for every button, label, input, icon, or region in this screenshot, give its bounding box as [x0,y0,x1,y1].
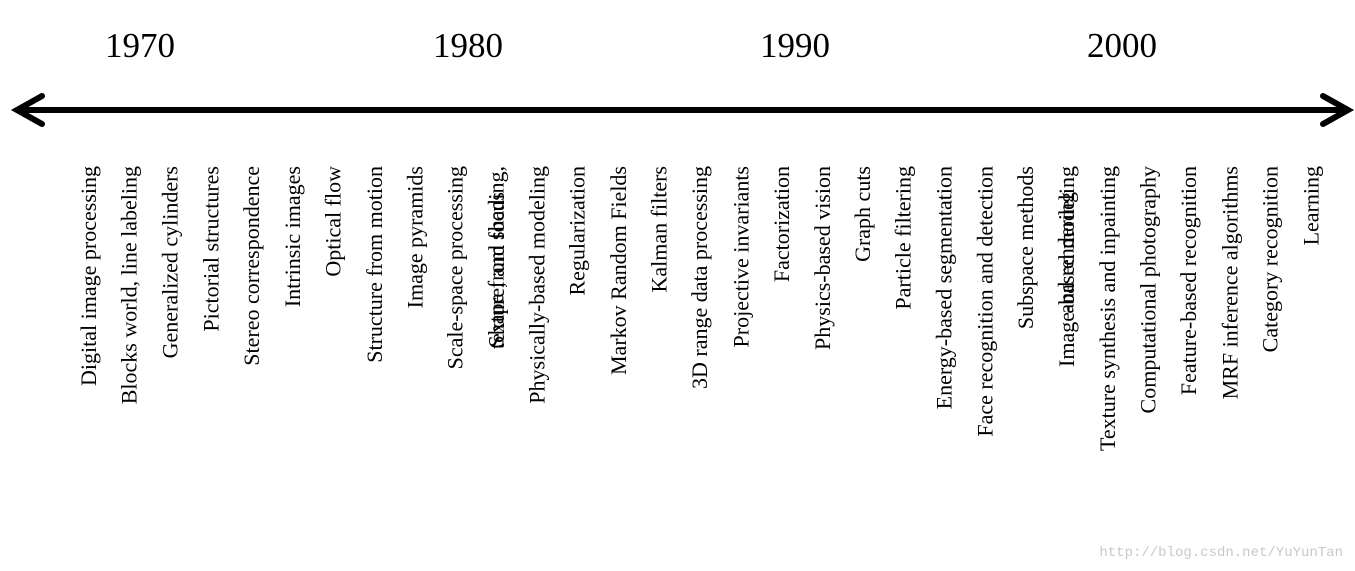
topic-label: Regularization [545,166,590,508]
topic-label-line: Learning [1298,166,1324,246]
topic-label: Feature-based recognition [1156,166,1201,508]
topic-label: Factorization [749,166,794,508]
topic-label: Physics-based vision [790,166,835,508]
topic-label: Generalized cylinders [138,166,183,508]
watermark: http://blog.csdn.net/YuYunTan [1099,545,1343,561]
topic-label: Image-based modeling and rendering [1034,166,1079,508]
topic-label: Scale-space processing [423,166,468,508]
topic-label: Shape from shading, texture, and focus [464,166,509,508]
topic-label: Pictorial structures [178,166,223,508]
decade-label: 1990 [760,26,830,65]
topic-label: Image pyramids [382,166,427,508]
topic-label: Kalman filters [627,166,672,508]
topic-label: Graph cuts [830,166,875,508]
topic-label: MRF inference algorithms [1197,166,1242,508]
topic-label: Category recognition [1238,166,1283,508]
topic-label: Blocks world, line labeling [97,166,142,508]
topic-label: Particle filtering [871,166,916,508]
topic-label: Learning [1279,166,1324,508]
topic-label: Digital image processing [56,166,101,508]
topic-label: 3D range data processing [667,166,712,508]
topic-label: Energy-based segmentation [912,166,957,508]
topic-label: Markov Random Fields [586,166,631,508]
topic-label: Stereo correspondence [219,166,264,508]
decade-label: 1980 [433,26,503,65]
left-arrowhead-icon [10,93,45,127]
topic-label: Optical flow [301,166,346,508]
topic-label: Subspace methods [993,166,1038,508]
topic-label: Intrinsic images [260,166,305,508]
topic-label: Physically-based modeling [504,166,549,508]
topic-label: Structure from motion [341,166,386,508]
decade-label: 1970 [105,26,175,65]
topic-label: Computational photography [1116,166,1161,508]
topic-label: Face recognition and detection [953,166,998,508]
topic-label: Texture synthesis and inpainting [1075,166,1120,508]
decade-label: 2000 [1087,26,1157,65]
right-arrowhead-icon [1320,93,1355,127]
topic-label: Projective invariants [708,166,753,508]
